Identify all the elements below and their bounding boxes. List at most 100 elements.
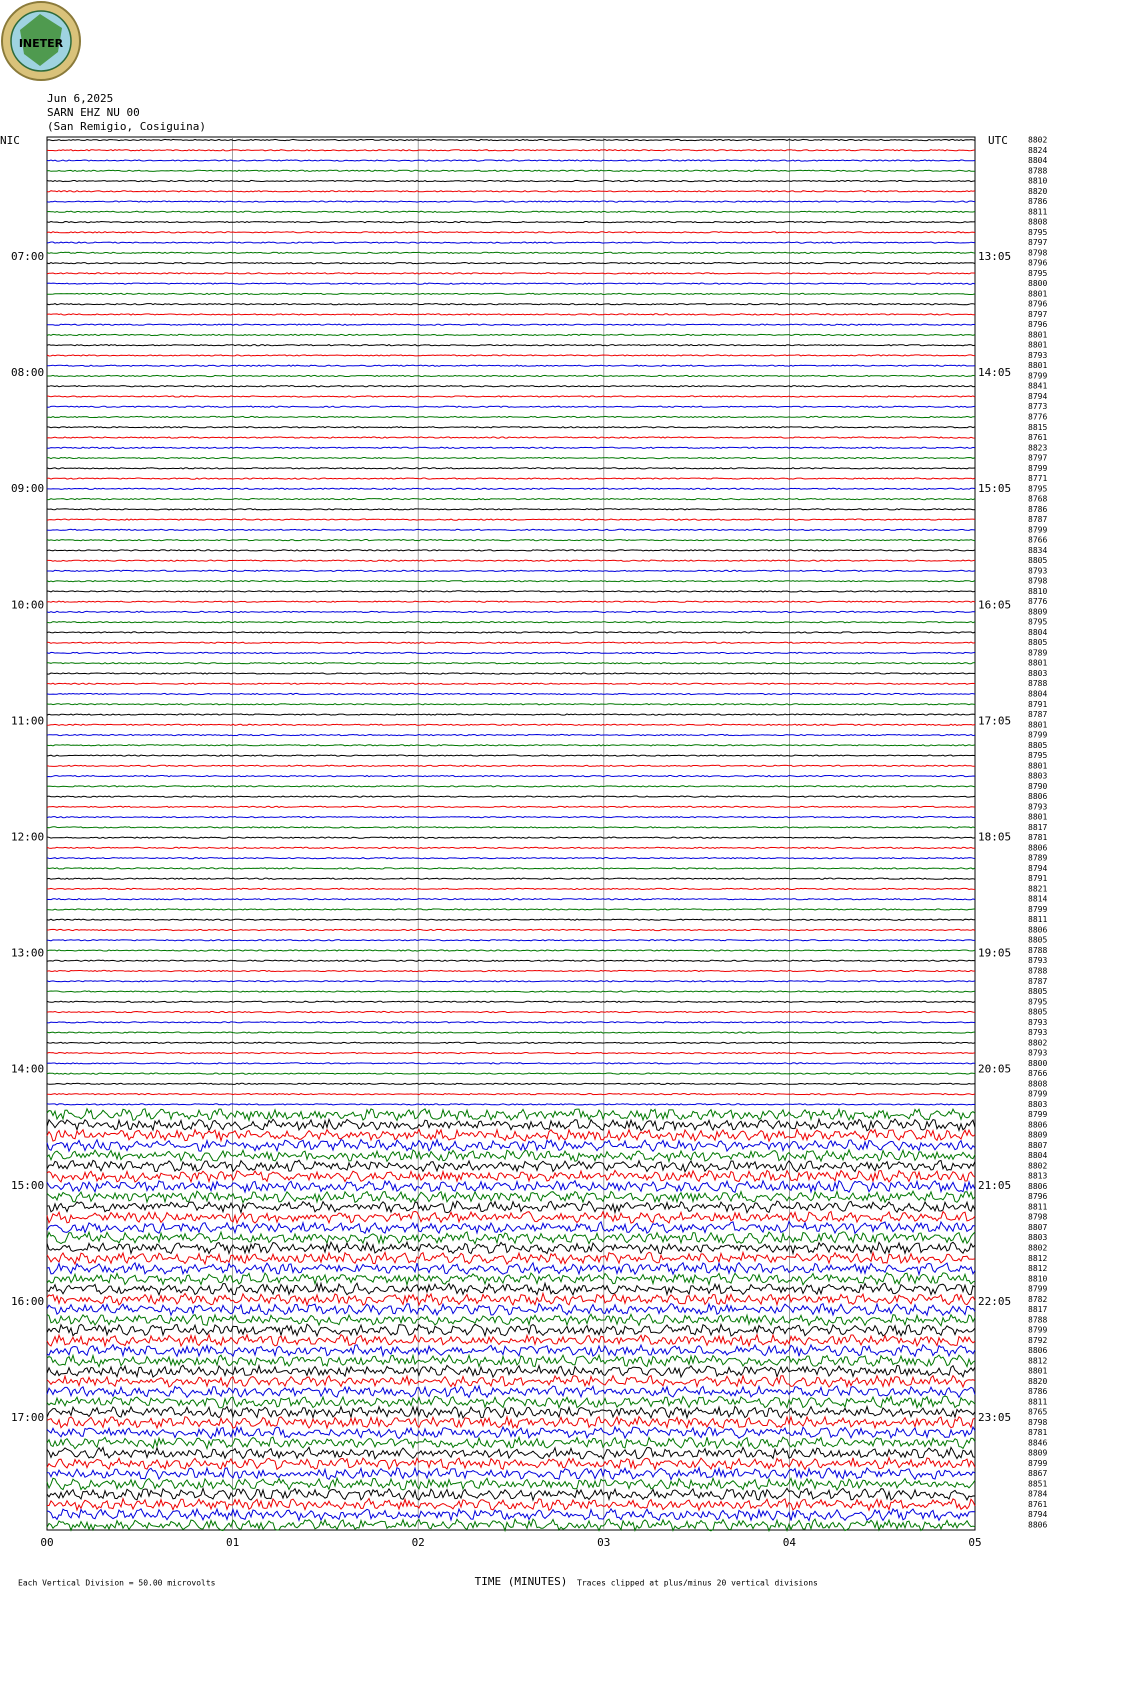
row-label: 8851 (1028, 1479, 1047, 1488)
row-label: 8789 (1028, 648, 1047, 657)
trace (47, 487, 976, 490)
row-label: 8801 (1028, 813, 1047, 822)
plot-frame (46, 136, 976, 1531)
logo: INETER (1, 1, 81, 81)
right-time: 19:05 (978, 947, 1011, 960)
row-label: 8798 (1028, 1418, 1047, 1427)
row-label: 8804 (1028, 156, 1047, 165)
row-label: 8795 (1028, 484, 1047, 493)
row-label: 8812 (1028, 1254, 1047, 1263)
trace (46, 1031, 976, 1034)
trace (47, 1497, 976, 1512)
trace (46, 939, 975, 942)
row-label: 8787 (1028, 515, 1047, 524)
row-label: 8810 (1028, 1274, 1047, 1283)
row-label: 8813 (1028, 1172, 1047, 1181)
trace (46, 764, 975, 767)
trace (46, 149, 976, 152)
row-label: 8799 (1028, 525, 1047, 534)
trace (46, 1332, 976, 1348)
row-label: 8806 (1028, 925, 1047, 934)
trace (46, 1476, 976, 1491)
x-tick-label: 02 (412, 1536, 425, 1549)
trace (46, 200, 976, 203)
trace (46, 1127, 976, 1143)
trace (46, 1010, 976, 1014)
trace (46, 877, 976, 880)
trace (46, 159, 976, 162)
station: SARN EHZ NU 00 (47, 106, 140, 119)
trace (46, 179, 976, 183)
row-label: 8801 (1028, 1367, 1047, 1376)
row-label: 8766 (1028, 1069, 1047, 1078)
right-time: 13:05 (978, 250, 1011, 263)
trace (46, 1210, 976, 1225)
row-label: 8803 (1028, 772, 1047, 781)
row-label: 8795 (1028, 618, 1047, 627)
row-label: 8801 (1028, 330, 1047, 339)
trace (46, 898, 976, 901)
trace (46, 723, 976, 726)
trace (46, 785, 976, 788)
trace (46, 1384, 976, 1399)
row-label: 8806 (1028, 843, 1047, 852)
trace (46, 959, 976, 962)
trace (46, 1394, 976, 1410)
trace (46, 990, 976, 993)
row-label: 8788 (1028, 166, 1047, 175)
row-label: 8867 (1028, 1469, 1047, 1478)
right-time: 23:05 (978, 1411, 1011, 1424)
row-label: 8803 (1028, 669, 1047, 678)
row-label: 8817 (1028, 823, 1047, 832)
row-label: 8792 (1028, 1336, 1047, 1345)
row-label: 8784 (1028, 1490, 1047, 1499)
left-time: 07:00 (11, 250, 44, 263)
row-label: 8788 (1028, 967, 1047, 976)
trace (46, 1179, 976, 1194)
trace (46, 1250, 976, 1266)
row-label: 8799 (1028, 905, 1047, 914)
row-label: 8803 (1028, 1100, 1047, 1109)
row-label: 8820 (1028, 187, 1047, 196)
trace (46, 231, 976, 234)
row-label: 8790 (1028, 782, 1047, 791)
row-label: 8799 (1028, 1285, 1047, 1294)
trace (46, 908, 976, 911)
row-label: 8841 (1028, 382, 1047, 391)
row-label: 8773 (1028, 402, 1047, 411)
row-label: 8789 (1028, 854, 1047, 863)
trace (46, 949, 976, 952)
row-label: 8786 (1028, 505, 1047, 514)
trace (46, 1220, 976, 1235)
trace (46, 733, 976, 737)
row-label: 8795 (1028, 269, 1047, 278)
trace (46, 344, 976, 347)
row-label: 8799 (1028, 1459, 1047, 1468)
trace (46, 436, 976, 439)
row-label: 8782 (1028, 1295, 1047, 1304)
row-label: 8788 (1028, 679, 1047, 688)
row-label: 8806 (1028, 1120, 1047, 1129)
row-label: 8808 (1028, 1079, 1047, 1088)
row-label: 8799 (1028, 464, 1047, 473)
trace (46, 610, 976, 614)
row-label: 8788 (1028, 946, 1047, 955)
row-label: 8810 (1028, 177, 1047, 186)
row-label: 8800 (1028, 1059, 1047, 1068)
row-label: 8805 (1028, 987, 1047, 996)
row-label: 8791 (1028, 874, 1047, 883)
right-time: 14:05 (978, 366, 1011, 379)
trace (46, 241, 976, 244)
trace (46, 1281, 976, 1297)
row-label: 8805 (1028, 638, 1047, 647)
trace (46, 774, 976, 778)
right-time: 20:05 (978, 1063, 1011, 1076)
row-label: 8798 (1028, 577, 1047, 586)
row-label: 8793 (1028, 1028, 1047, 1037)
row-label: 8797 (1028, 454, 1047, 463)
trace (46, 528, 976, 532)
row-label: 8809 (1028, 1131, 1047, 1140)
trace (46, 1107, 976, 1123)
x-tick-label: 00 (40, 1536, 53, 1549)
